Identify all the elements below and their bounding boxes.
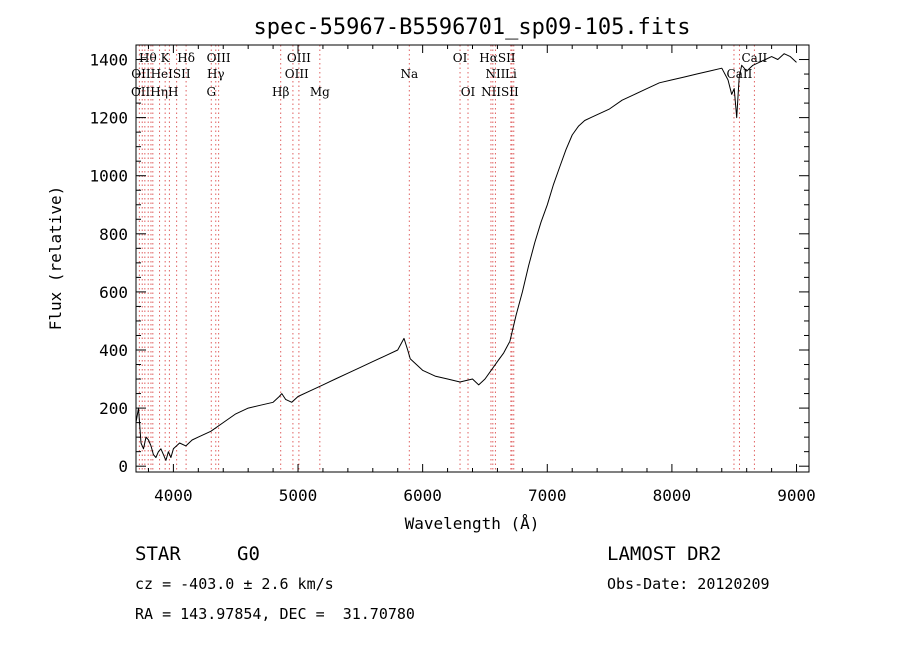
line-label-2: Hδ [177, 51, 195, 65]
y-tick-label-800: 800 [99, 225, 128, 244]
redshift-info: cz = -403.0 ± 2.6 km/s [135, 575, 334, 593]
line-label-13: Li [505, 67, 517, 81]
plot-frame [135, 44, 810, 473]
x-tick-label-7000: 7000 [528, 486, 567, 505]
coordinates: RA = 143.97854, DEC = 31.70780 [135, 605, 415, 623]
survey-name: LAMOST DR2 [607, 543, 722, 565]
object-subclass: G0 [237, 543, 260, 565]
line-label-19: OI [461, 85, 476, 99]
chart-title: spec-55967-B5596701_sp09-105.fits [253, 15, 690, 40]
spectral-line-labels: Hθ K Hδ OIII OIII OI HαSII CaII OIIHeISII Hγ OIII N… [131, 51, 768, 99]
line-label-17: Hβ [272, 85, 289, 99]
x-tick-label-9000: 9000 [777, 486, 816, 505]
line-label-16: G [206, 85, 216, 99]
line-label-9: Hγ [207, 67, 225, 81]
x-tick-label-8000: 8000 [653, 486, 692, 505]
spectral-line-markers [138, 45, 755, 472]
line-label-15: OIIHηH [131, 85, 178, 99]
y-tick-label-200: 200 [99, 399, 128, 418]
line-label-7: CaII [741, 51, 767, 65]
object-class: STAR [135, 543, 181, 565]
y-tick-label-1200: 1200 [89, 109, 128, 128]
y-tick-label-0: 0 [118, 457, 128, 476]
line-label-6: HαSII [479, 51, 516, 65]
x-tick-label-4000: 4000 [154, 486, 193, 505]
y-tick-label-1400: 1400 [89, 51, 128, 70]
line-label-20: NIISII [481, 85, 519, 99]
line-label-8: OIIHeISII [131, 67, 191, 81]
y-tick-label-600: 600 [99, 283, 128, 302]
line-label-11: Na [400, 67, 418, 81]
line-label-18: Mg [310, 85, 330, 99]
y-axis-label: Flux (relative) [46, 186, 65, 331]
x-tick-label-6000: 6000 [403, 486, 442, 505]
line-label-5: OI [453, 51, 468, 65]
spectrum-series-0 [135, 53, 797, 461]
line-label-3: OIII [207, 51, 231, 65]
line-label-0: Hθ [139, 51, 157, 65]
y-tick-label-400: 400 [99, 341, 128, 360]
x-axis-label: Wavelength (Å) [405, 514, 540, 533]
line-label-10: OIII [285, 67, 309, 81]
series-group [135, 53, 797, 461]
x-tick-label-5000: 5000 [279, 486, 318, 505]
line-label-12: NII [485, 67, 505, 81]
line-label-4: OIII [287, 51, 311, 65]
axis-ticks: 4000 5000 6000 7000 8000 9000 0 200 400 600 800 100… [89, 45, 816, 505]
y-tick-label-1000: 1000 [89, 167, 128, 186]
line-label-1: K [161, 51, 171, 65]
observation-date: Obs-Date: 20120209 [607, 575, 770, 593]
